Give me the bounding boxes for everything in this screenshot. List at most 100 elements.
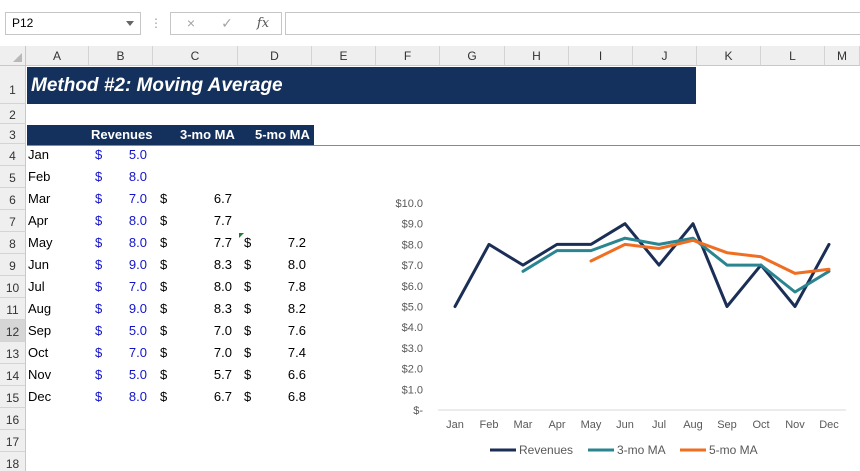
revenue-value[interactable]: 5.0 — [128, 367, 147, 382]
revenue-currency[interactable]: $ — [95, 279, 103, 294]
ma5-currency[interactable]: $ — [244, 301, 252, 316]
row-header-1[interactable]: 1 — [0, 66, 26, 104]
revenue-value[interactable]: 9.0 — [128, 301, 147, 316]
revenue-currency[interactable]: $ — [95, 169, 103, 184]
row-header-10[interactable]: 10 — [0, 276, 26, 298]
month-cell[interactable]: Jul — [28, 279, 45, 294]
revenue-currency[interactable]: $ — [95, 323, 103, 338]
month-cell[interactable]: Sep — [28, 323, 52, 338]
ma5-currency[interactable]: $ — [244, 235, 252, 250]
column-header-g[interactable]: G — [440, 46, 505, 66]
ma3-value[interactable]: 8.3 — [213, 257, 232, 272]
ma5-currency[interactable]: $ — [244, 323, 252, 338]
ma3-currency[interactable]: $ — [160, 279, 168, 294]
column-header-a[interactable]: A — [26, 46, 89, 66]
column-header-h[interactable]: H — [505, 46, 569, 66]
revenue-currency[interactable]: $ — [95, 301, 103, 316]
row-header-18[interactable]: 18 — [0, 452, 26, 471]
row-header-16[interactable]: 16 — [0, 408, 26, 430]
ma5-value[interactable]: 6.6 — [287, 367, 306, 382]
sheet-title-banner[interactable]: Method #2: Moving Average — [27, 67, 696, 104]
row-header-14[interactable]: 14 — [0, 364, 26, 386]
month-cell[interactable]: Nov — [28, 367, 52, 382]
revenue-value[interactable]: 8.0 — [128, 213, 147, 228]
month-cell[interactable]: Jan — [28, 147, 49, 162]
column-header-m[interactable]: M — [825, 46, 860, 66]
ma5-currency[interactable]: $ — [244, 345, 252, 360]
revenue-currency[interactable]: $ — [95, 213, 103, 228]
revenue-value[interactable]: 7.0 — [128, 191, 147, 206]
column-header-j[interactable]: J — [633, 46, 697, 66]
ma5-currency[interactable]: $ — [244, 367, 252, 382]
series-line-3-mo-ma[interactable] — [521, 236, 831, 294]
row-header-3[interactable]: 3 — [0, 124, 26, 144]
ma5-value[interactable]: 8.2 — [287, 301, 306, 316]
formula-input[interactable] — [285, 12, 860, 35]
ma3-value[interactable]: 8.0 — [213, 279, 232, 294]
revenue-value[interactable]: 8.0 — [128, 169, 147, 184]
ma5-value[interactable]: 8.0 — [287, 257, 306, 272]
revenue-currency[interactable]: $ — [95, 191, 103, 206]
ma3-value[interactable]: 7.7 — [213, 213, 232, 228]
month-cell[interactable]: Apr — [28, 213, 49, 228]
ma3-currency[interactable]: $ — [160, 301, 168, 316]
row-header-17[interactable]: 17 — [0, 430, 26, 452]
revenue-currency[interactable]: $ — [95, 147, 103, 162]
ma3-value[interactable]: 5.7 — [213, 367, 232, 382]
row-header-13[interactable]: 13 — [0, 342, 26, 364]
row-header-12[interactable]: 12 — [0, 320, 26, 342]
row-header-11[interactable]: 11 — [0, 298, 26, 320]
ma3-currency[interactable]: $ — [160, 257, 168, 272]
ma5-value[interactable]: 7.8 — [287, 279, 306, 294]
column-header-l[interactable]: L — [761, 46, 825, 66]
month-cell[interactable]: Jun — [28, 257, 49, 272]
enter-icon[interactable]: ✓ — [221, 15, 233, 31]
ma5-value[interactable]: 7.4 — [287, 345, 306, 360]
moving-average-chart[interactable]: $- $1.0 $2.0 $3.0 $4.0 $5.0 $6.0 $7.0 $8.0 $9.0 $1… — [360, 190, 860, 471]
name-box[interactable]: P12 — [5, 12, 141, 35]
ma3-currency[interactable]: $ — [160, 367, 168, 382]
month-cell[interactable]: Mar — [28, 191, 51, 206]
ma3-value[interactable]: 7.7 — [213, 235, 232, 250]
ma5-currency[interactable]: $ — [244, 257, 252, 272]
header-revenues[interactable]: Revenues — [91, 127, 153, 142]
ma3-currency[interactable]: $ — [160, 345, 168, 360]
ma3-value[interactable]: 7.0 — [213, 323, 232, 338]
row-header-2[interactable]: 2 — [0, 104, 26, 124]
header-3mo-ma[interactable]: 3-mo MA — [180, 127, 235, 142]
revenue-currency[interactable]: $ — [95, 257, 103, 272]
column-header-c[interactable]: C — [153, 46, 238, 66]
column-header-b[interactable]: B — [89, 46, 153, 66]
revenue-value[interactable]: 7.0 — [128, 279, 147, 294]
revenue-currency[interactable]: $ — [95, 389, 103, 404]
series-line-revenues[interactable] — [453, 222, 831, 308]
ma5-value[interactable]: 7.2 — [287, 235, 306, 250]
revenue-currency[interactable]: $ — [95, 345, 103, 360]
cancel-icon[interactable]: × — [186, 15, 196, 31]
month-cell[interactable]: Oct — [28, 345, 49, 360]
row-header-15[interactable]: 15 — [0, 386, 26, 408]
ma3-value[interactable]: 7.0 — [213, 345, 232, 360]
ma3-value[interactable]: 8.3 — [213, 301, 232, 316]
row-header-7[interactable]: 7 — [0, 210, 26, 232]
insert-function-icon[interactable]: fx — [256, 16, 270, 31]
row-header-9[interactable]: 9 — [0, 254, 26, 276]
revenue-value[interactable]: 8.0 — [128, 235, 147, 250]
ma5-value[interactable]: 7.6 — [287, 323, 306, 338]
name-box-dropdown-icon[interactable] — [126, 21, 134, 26]
ma3-currency[interactable]: $ — [160, 191, 168, 206]
formula-bar-grip-icon[interactable]: ⋮ — [150, 16, 162, 30]
revenue-currency[interactable]: $ — [95, 367, 103, 382]
row-header-6[interactable]: 6 — [0, 188, 26, 210]
ma5-currency[interactable]: $ — [244, 279, 252, 294]
ma3-currency[interactable]: $ — [160, 235, 168, 250]
month-cell[interactable]: Dec — [28, 389, 52, 404]
row-header-8[interactable]: 8 — [0, 232, 26, 254]
select-all-corner[interactable] — [0, 46, 26, 66]
revenue-value[interactable]: 7.0 — [128, 345, 147, 360]
ma3-currency[interactable]: $ — [160, 323, 168, 338]
column-header-f[interactable]: F — [376, 46, 440, 66]
month-cell[interactable]: Feb — [28, 169, 51, 184]
revenue-currency[interactable]: $ — [95, 235, 103, 250]
column-header-i[interactable]: I — [569, 46, 633, 66]
